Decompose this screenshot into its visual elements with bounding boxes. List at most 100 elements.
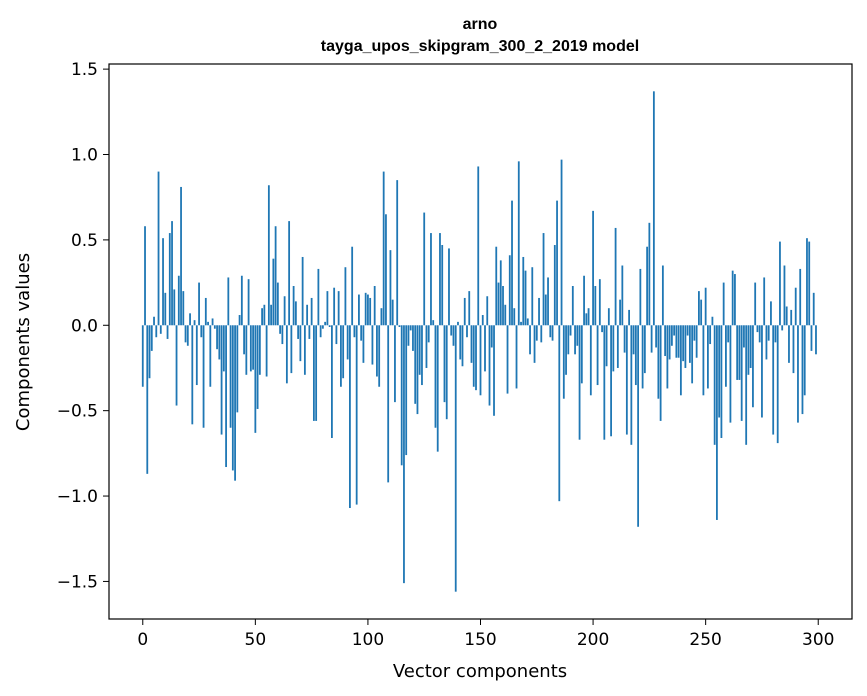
bar xyxy=(743,325,745,348)
bar xyxy=(182,291,185,326)
bar xyxy=(279,325,282,334)
x-axis-label: Vector components xyxy=(393,661,567,682)
bar xyxy=(634,325,637,386)
bar xyxy=(218,325,221,360)
bar xyxy=(547,277,549,326)
y-tick-label: 1.5 xyxy=(71,60,98,80)
bar xyxy=(177,275,180,326)
bar xyxy=(272,258,275,326)
bar xyxy=(391,299,394,326)
bar xyxy=(153,316,155,326)
bar xyxy=(803,325,806,396)
bar xyxy=(659,325,662,421)
bar xyxy=(385,214,387,326)
bar xyxy=(601,325,603,333)
bar xyxy=(718,325,721,418)
bar xyxy=(175,325,178,406)
bar xyxy=(639,268,642,326)
bar xyxy=(585,313,588,326)
y-axis-ticks: −1.5 −1.0 −0.5 0.0 0.5 1.0 1.5 xyxy=(57,60,109,592)
bar xyxy=(569,325,572,336)
bar xyxy=(409,325,412,331)
y-axis-label: Components values xyxy=(13,253,34,431)
bar xyxy=(589,325,592,396)
bar xyxy=(652,91,655,326)
bar xyxy=(607,308,610,326)
bar xyxy=(220,325,223,435)
bar xyxy=(432,320,435,326)
bar xyxy=(806,238,808,326)
bar xyxy=(376,325,378,377)
bar xyxy=(281,325,284,345)
bar xyxy=(378,325,381,387)
bar xyxy=(425,325,428,368)
y-tick-label: 1.0 xyxy=(71,146,98,166)
bar xyxy=(772,325,775,435)
bar xyxy=(688,325,691,363)
bar xyxy=(486,296,489,326)
bar xyxy=(452,325,455,346)
bar xyxy=(403,325,405,584)
bar xyxy=(301,256,304,326)
bar xyxy=(567,325,570,355)
bar xyxy=(484,325,486,372)
bar xyxy=(797,325,799,423)
bar xyxy=(711,316,714,326)
bar xyxy=(209,325,212,387)
bar xyxy=(459,325,462,360)
bar xyxy=(265,325,268,377)
bar xyxy=(709,325,712,345)
bar xyxy=(776,325,779,444)
bar xyxy=(466,325,468,338)
bar xyxy=(495,246,498,326)
bar xyxy=(340,325,342,387)
bar xyxy=(632,325,635,355)
bar xyxy=(252,325,254,370)
bar xyxy=(729,325,732,423)
bar xyxy=(578,325,581,440)
bar xyxy=(423,212,426,326)
bar xyxy=(249,325,252,372)
bar xyxy=(360,325,363,341)
bar xyxy=(529,325,531,355)
bar xyxy=(416,325,419,415)
y-tick-label: 0.0 xyxy=(71,316,98,336)
bar xyxy=(675,325,678,358)
bar xyxy=(367,294,369,326)
bar xyxy=(148,325,151,379)
bar xyxy=(749,325,752,368)
bar xyxy=(794,287,797,326)
bars-group xyxy=(141,91,817,592)
bar xyxy=(141,325,144,387)
bar xyxy=(488,325,491,406)
bar xyxy=(430,233,432,326)
bar xyxy=(698,291,700,326)
y-tick-label: −1.5 xyxy=(57,572,98,592)
bar xyxy=(497,282,500,326)
bar xyxy=(173,289,176,326)
y-tick-label: 0.5 xyxy=(71,231,98,251)
bar xyxy=(321,325,324,329)
x-tick-label: 0 xyxy=(137,630,148,650)
bar xyxy=(616,325,619,368)
bar xyxy=(303,325,306,375)
x-tick-label: 300 xyxy=(802,630,834,650)
bar xyxy=(477,166,480,326)
bar xyxy=(736,325,739,380)
bar xyxy=(299,325,302,362)
bar xyxy=(758,325,761,343)
bar xyxy=(351,246,354,326)
bar xyxy=(472,325,475,387)
bar xyxy=(207,321,209,326)
bar xyxy=(211,318,214,326)
bar xyxy=(450,325,453,336)
bar xyxy=(655,325,658,348)
bar xyxy=(421,325,423,386)
bar xyxy=(407,325,410,346)
bar xyxy=(734,274,736,326)
bar xyxy=(542,233,545,326)
bar xyxy=(195,325,198,386)
bar xyxy=(283,296,286,326)
bar xyxy=(258,325,261,375)
bar xyxy=(171,221,173,326)
